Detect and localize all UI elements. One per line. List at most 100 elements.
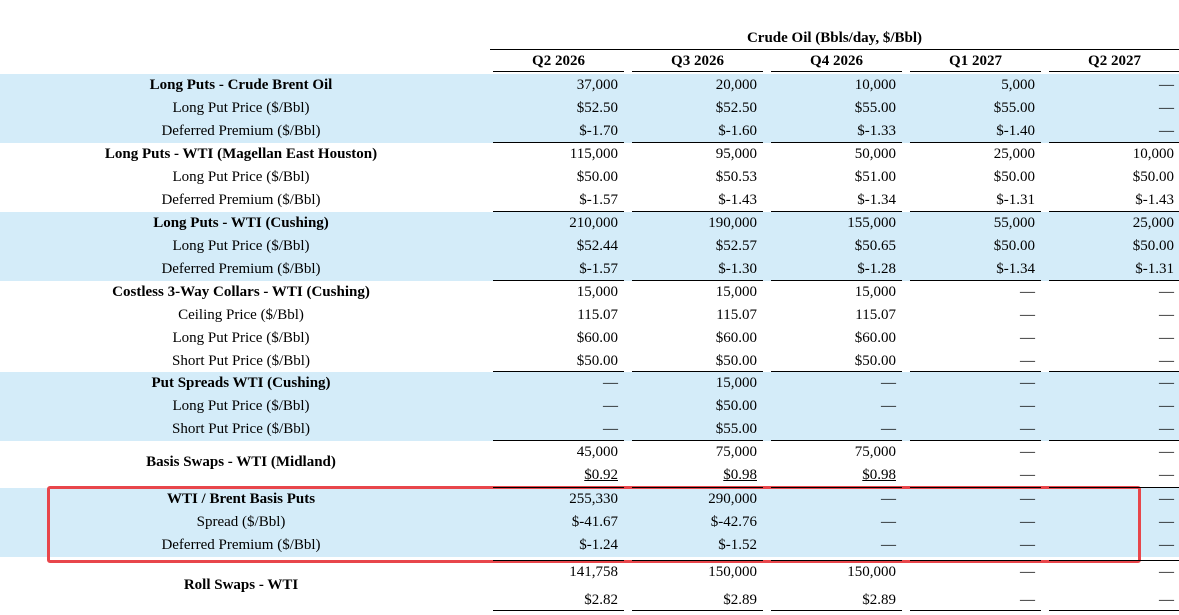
column-header: Q2 2026: [532, 53, 585, 69]
value-cell: $51.00: [854, 169, 896, 185]
bottom-rule: [1049, 610, 1179, 611]
empty-cell: —: [1159, 398, 1174, 414]
value-cell: 75,000: [854, 444, 896, 460]
value-cell: $-1.33: [857, 123, 896, 139]
group-rule: [771, 487, 902, 488]
value-cell: $2.82: [584, 592, 618, 608]
value-cell: $50.00: [993, 238, 1035, 254]
row-label: Deferred Premium ($/Bbl): [161, 261, 321, 277]
table-row: Long Put Price ($/Bbl) $52.50 $52.50 $55.00…: [0, 97, 1179, 120]
empty-cell: —: [881, 514, 896, 530]
column-header: Q4 2026: [810, 53, 863, 69]
empty-cell: —: [1159, 123, 1174, 139]
value-cell: 15,000: [715, 375, 757, 391]
group-rule: [493, 371, 624, 372]
table-row: Long Put Price ($/Bbl) $52.44 $52.57 $50.65…: [0, 235, 1179, 258]
group-rule: [632, 487, 763, 488]
value-cell: 141,758: [569, 564, 618, 580]
row-label: Deferred Premium ($/Bbl): [161, 537, 321, 553]
group-rule: [910, 211, 1041, 212]
column-header-underline: [910, 71, 1041, 72]
empty-cell: —: [603, 421, 618, 437]
value-cell: 115,000: [569, 146, 618, 162]
group-rule: [910, 487, 1041, 488]
value-cell: $52.57: [715, 238, 757, 254]
table-row: $2.82 $2.89 $2.89 — —: [0, 589, 1179, 612]
value-cell: $50.00: [715, 398, 757, 414]
table-row: Long Put Price ($/Bbl) — $50.00 — — —: [0, 395, 1179, 418]
group-shading: [0, 74, 1179, 143]
row-label: Short Put Price ($/Bbl): [172, 353, 310, 369]
table-row: 45,000 75,000 75,000 — —: [0, 441, 1179, 464]
table-row: Long Puts - WTI (Magellan East Houston) 1…: [0, 143, 1179, 166]
column-header-underline: [493, 71, 624, 72]
value-cell: 95,000: [715, 146, 757, 162]
row-label: Deferred Premium ($/Bbl): [161, 123, 321, 139]
row-label: Spread ($/Bbl): [196, 514, 286, 530]
value-cell: $50.00: [1132, 169, 1174, 185]
empty-cell: —: [603, 398, 618, 414]
empty-cell: —: [1159, 353, 1174, 369]
value-cell: 150,000: [708, 564, 757, 580]
value-cell: 55,000: [993, 215, 1035, 231]
empty-cell: —: [1020, 592, 1035, 608]
empty-cell: —: [1159, 375, 1174, 391]
empty-cell: —: [1159, 537, 1174, 553]
group-title: Costless 3-Way Collars - WTI (Cushing): [112, 284, 370, 300]
group-shading: [0, 212, 1179, 281]
group-rule: [632, 211, 763, 212]
value-cell: $-1.34: [857, 192, 896, 208]
bottom-rule: [493, 610, 624, 611]
column-header-underline: [1049, 71, 1179, 72]
value-cell: $50.00: [576, 169, 618, 185]
value-cell: $0.92: [584, 467, 618, 483]
empty-cell: —: [1159, 514, 1174, 530]
value-cell: $60.00: [576, 330, 618, 346]
value-cell: 37,000: [576, 77, 618, 93]
group-rule: [493, 142, 624, 143]
row-label: Long Put Price ($/Bbl): [172, 100, 310, 116]
value-cell: $55.00: [715, 421, 757, 437]
value-cell: 15,000: [576, 284, 618, 300]
value-cell: $-42.76: [710, 514, 757, 530]
group-title: Long Puts - WTI (Magellan East Houston): [104, 146, 378, 162]
value-cell: 10,000: [1132, 146, 1174, 162]
empty-cell: —: [1020, 467, 1035, 483]
value-cell: $-1.30: [718, 261, 757, 277]
value-cell: $60.00: [715, 330, 757, 346]
table-row: Long Puts - WTI (Cushing) 210,000 190,000 1…: [0, 212, 1179, 235]
column-header: Q3 2026: [671, 53, 724, 69]
empty-cell: —: [1159, 564, 1174, 580]
empty-cell: —: [881, 421, 896, 437]
group-rule: [632, 560, 763, 561]
group-rule: [493, 560, 624, 561]
table-row: Deferred Premium ($/Bbl) $-1.70 $-1.60 $-1.…: [0, 120, 1179, 143]
value-cell: $-1.31: [996, 192, 1035, 208]
value-cell: $0.98: [723, 467, 757, 483]
group-rule: [1049, 371, 1179, 372]
value-cell: $50.65: [854, 238, 896, 254]
group-rule: [493, 280, 624, 281]
value-cell: $-1.40: [996, 123, 1035, 139]
row-label: Long Put Price ($/Bbl): [172, 169, 310, 185]
table-row: $0.92 $0.98 $0.98 — —: [0, 464, 1179, 487]
group-title: WTI / Brent Basis Puts: [166, 491, 316, 507]
bottom-rule: [632, 610, 763, 611]
row-label: Short Put Price ($/Bbl): [172, 421, 310, 437]
table-title: Crude Oil (Bbls/day, $/Bbl): [746, 30, 923, 46]
table-row: Costless 3-Way Collars - WTI (Cushing) 15…: [0, 281, 1179, 304]
value-cell: 75,000: [715, 444, 757, 460]
empty-cell: —: [881, 375, 896, 391]
table-row: Long Put Price ($/Bbl) $50.00 $50.53 $51.00…: [0, 166, 1179, 189]
column-header: Q1 2027: [949, 53, 1002, 69]
table-row: WTI / Brent Basis Puts 255,330 290,000 — — —: [0, 488, 1179, 511]
group-rule: [771, 211, 902, 212]
group-title: Basis Swaps - WTI (Midland): [146, 454, 336, 470]
value-cell: $-41.67: [571, 514, 618, 530]
table-row: Long Put Price ($/Bbl) $60.00 $60.00 $60.00…: [0, 327, 1179, 350]
empty-cell: —: [1159, 592, 1174, 608]
value-cell: $50.00: [854, 353, 896, 369]
table-row: Deferred Premium ($/Bbl) $-1.24 $-1.52 — — —: [0, 534, 1179, 557]
empty-cell: —: [1020, 491, 1035, 507]
table-row: Spread ($/Bbl) $-41.67 $-42.76 — — —: [0, 511, 1179, 534]
